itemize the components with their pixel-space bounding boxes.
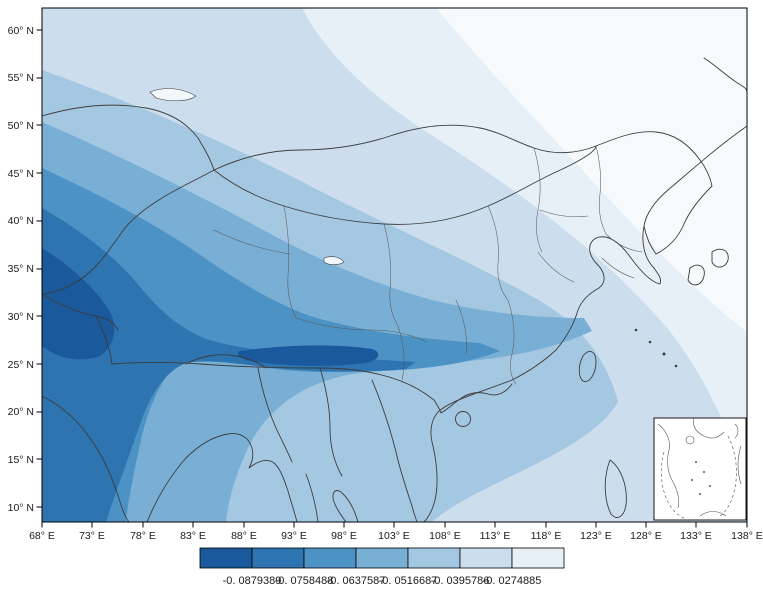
x-axis: 68° E 73° E 78° E 83° E 88° E 93° E 98° … [29,522,763,542]
contour-band-1 [42,208,416,522]
y-tick-label: 15° N [8,454,34,466]
x-tick-label: 93° E [281,530,307,542]
colorbar-segment [355,547,409,569]
colorbar-label: -0. 0274885 [483,575,542,587]
borders-southeast-asia [257,367,418,522]
colorbar-label: -0. 0879389 [223,575,282,587]
x-tick-label: 78° E [130,530,156,542]
x-tick-label: 128° E [630,530,662,542]
contour-fills [42,8,747,522]
inset-island-dots [691,461,711,495]
x-tick-label: 98° E [331,530,357,542]
inset-coastlines [657,417,742,517]
y-tick-label: 45° N [8,168,34,180]
colorbar-segment [199,547,253,569]
y-tick-label: 60° N [8,25,34,37]
inset-frame [653,417,747,521]
y-tick-label: 35° N [8,263,34,275]
x-tick-label: 113° E [480,530,511,542]
x-tick-label: 68° E [29,530,55,542]
hainan-island [455,411,471,427]
colorbar-segment [251,547,305,569]
x-tick-label: 103° E [378,530,410,542]
colorbar: -0. 0879389 -0. 0758488 -0. 0637587 -0. … [199,547,565,587]
y-tick-label: 50° N [8,120,34,132]
colorbar-label: -0. 0395786 [431,575,490,587]
province-borders [213,145,643,385]
national-borders-south [42,293,513,414]
colorbar-segment [459,547,513,569]
colorbar-segment [511,547,565,569]
lakes [149,88,345,265]
colorbar-segments [199,547,565,569]
x-tick-label: 123° E [580,530,612,542]
contour-band-0-west [42,248,115,360]
y-tick-label: 20° N [8,406,34,418]
y-tick-marks [36,29,42,508]
y-tick-label: 40° N [8,215,34,227]
x-tick-label: 83° E [180,530,206,542]
inset-dash-line [661,435,737,520]
x-tick-label: 108° E [429,530,461,542]
x-tick-label: 133° E [680,530,712,542]
islands-outlines [578,57,747,518]
y-tick-label: 30° N [8,311,34,323]
x-tick-label: 73° E [79,530,105,542]
y-tick-label: 10° N [8,502,34,514]
contour-band-0-himalaya [238,345,379,366]
y-axis: 60° N 55° N 50° N 45° N 40° N 35° N 30° … [8,25,42,514]
colorbar-label: -0. 0758488 [275,575,334,587]
boundary-lines [42,57,747,522]
colorbar-segment [407,547,461,569]
y-tick-label: 25° N [8,359,34,371]
coastline-east-asia [423,125,747,522]
x-tick-label: 138° E [731,530,763,542]
south-china-sea-inset [653,417,747,521]
coastline-india-indochina [42,395,359,522]
x-tick-marks [41,522,748,528]
y-tick-label: 55° N [8,72,34,84]
national-borders-north [42,104,713,295]
x-tick-label: 118° E [531,530,562,542]
colorbar-label: -0. 0637587 [327,575,386,587]
colorbar-segment [303,547,357,569]
colorbar-label: -0. 0516687 [379,575,438,587]
ryukyu-islands [634,328,678,368]
contour-band-above [436,8,747,332]
x-tick-label: 88° E [231,530,257,542]
contour-band-2 [42,168,500,522]
inset-hainan [685,435,695,445]
